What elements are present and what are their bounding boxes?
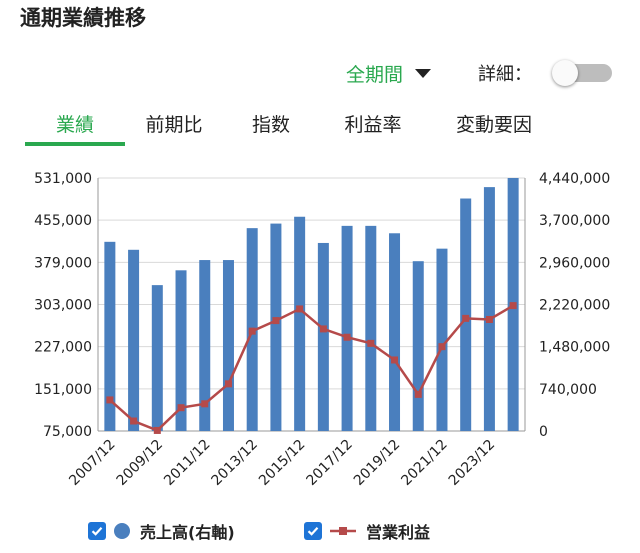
chevron-down-icon [415, 68, 432, 78]
point-operating-profit [296, 305, 304, 313]
point-operating-profit [177, 404, 185, 412]
point-operating-profit [367, 339, 375, 347]
x-axis-tick-label: 2023/12 [446, 437, 498, 489]
tab-underline [25, 142, 125, 146]
metric-tabs: 業績 前期比 指数 利益率 変動要因 [0, 108, 640, 150]
point-operating-profit [391, 356, 399, 364]
bar-sales [175, 270, 187, 431]
point-operating-profit [438, 343, 446, 351]
bar-sales [222, 260, 234, 431]
bar-sales [483, 187, 495, 431]
left-axis-tick-label: 227,000 [34, 340, 92, 356]
bar-sales [104, 241, 116, 431]
bar-sales [436, 248, 448, 431]
right-axis-tick-label: 0 [539, 424, 548, 440]
line-operating-profit [109, 304, 514, 432]
performance-chart: 531,000 4,440,000 455,000 3,700,000 379,000 2… [34, 171, 610, 489]
left-axis-tick-label: 531,000 [34, 171, 92, 187]
detail-toggle[interactable] [552, 60, 614, 86]
sales-marker-icon [114, 523, 130, 539]
tab-margin[interactable]: 利益率 [344, 114, 402, 136]
left-axis-tick-label: 75,000 [43, 424, 92, 440]
bar-sales [341, 225, 353, 431]
right-axis-tick-label: 1,480,000 [539, 340, 610, 356]
tab-factors[interactable]: 変動要因 [455, 114, 532, 136]
check-icon [307, 527, 319, 536]
detail-label: 詳細： [478, 64, 532, 85]
bar-sales [460, 198, 472, 431]
right-axis-tick-label: 3,700,000 [539, 213, 610, 229]
period-label: 全期間 [346, 63, 404, 86]
point-operating-profit [153, 426, 161, 434]
checkbox-sales[interactable] [88, 522, 106, 540]
tab-yoy[interactable]: 前期比 [145, 114, 203, 136]
point-operating-profit [485, 315, 493, 323]
x-axis-tick-label: 2019/12 [351, 437, 403, 489]
point-operating-profit [343, 333, 351, 341]
left-axis-tick-label: 379,000 [34, 255, 92, 271]
point-operating-profit [509, 302, 517, 310]
bar-sales [317, 242, 329, 431]
right-axis-tick-label: 2,960,000 [539, 255, 610, 271]
tab-performance[interactable]: 業績 [55, 114, 94, 136]
right-axis-tick-label: 740,000 [539, 382, 597, 398]
tab-index[interactable]: 指数 [251, 114, 290, 136]
period-dropdown[interactable]: 全期間 [346, 58, 432, 88]
bar-sales [270, 223, 282, 431]
x-axis-tick-label: 2013/12 [209, 437, 261, 489]
legend-label-operating-profit: 営業利益 [366, 523, 431, 542]
legend-item-sales[interactable]: 売上高(右軸) [88, 518, 235, 544]
point-operating-profit [462, 314, 470, 322]
legend-item-operating-profit[interactable]: 営業利益 [304, 518, 430, 544]
right-axis-tick-label: 2,220,000 [539, 298, 610, 314]
x-axis-tick-label: 2011/12 [161, 437, 213, 489]
left-axis-tick-label: 151,000 [34, 382, 92, 398]
point-operating-profit [319, 325, 327, 333]
bar-sales [389, 233, 401, 431]
page-title: 通期業績推移 [20, 6, 146, 30]
point-operating-profit [414, 390, 422, 398]
left-axis-tick-label: 303,000 [34, 298, 92, 314]
x-axis-tick-label: 2015/12 [256, 437, 308, 489]
bar-sales [199, 260, 211, 431]
x-axis-tick-label: 2007/12 [66, 437, 118, 489]
bar-sales [151, 285, 163, 431]
x-axis-tick-label: 2009/12 [114, 437, 166, 489]
x-axis-tick-label: 2017/12 [303, 437, 355, 489]
point-operating-profit [106, 396, 114, 404]
point-operating-profit [201, 400, 209, 408]
toggle-thumb [552, 60, 578, 86]
point-operating-profit [248, 327, 256, 335]
right-axis-tick-label: 4,440,000 [539, 171, 610, 187]
point-operating-profit [224, 380, 232, 388]
point-operating-profit [272, 317, 280, 325]
bar-sales [128, 249, 140, 431]
line-marker-icon [330, 527, 356, 535]
legend-label-sales: 売上高(右軸) [140, 523, 235, 542]
left-axis-tick-label: 455,000 [34, 213, 92, 229]
bar-sales [294, 216, 306, 431]
bar-sales [412, 261, 424, 431]
check-icon [91, 527, 103, 536]
bar-sales [365, 225, 377, 431]
x-axis-tick-label: 2021/12 [398, 437, 450, 489]
checkbox-operating-profit[interactable] [304, 522, 322, 540]
point-operating-profit [130, 417, 138, 425]
